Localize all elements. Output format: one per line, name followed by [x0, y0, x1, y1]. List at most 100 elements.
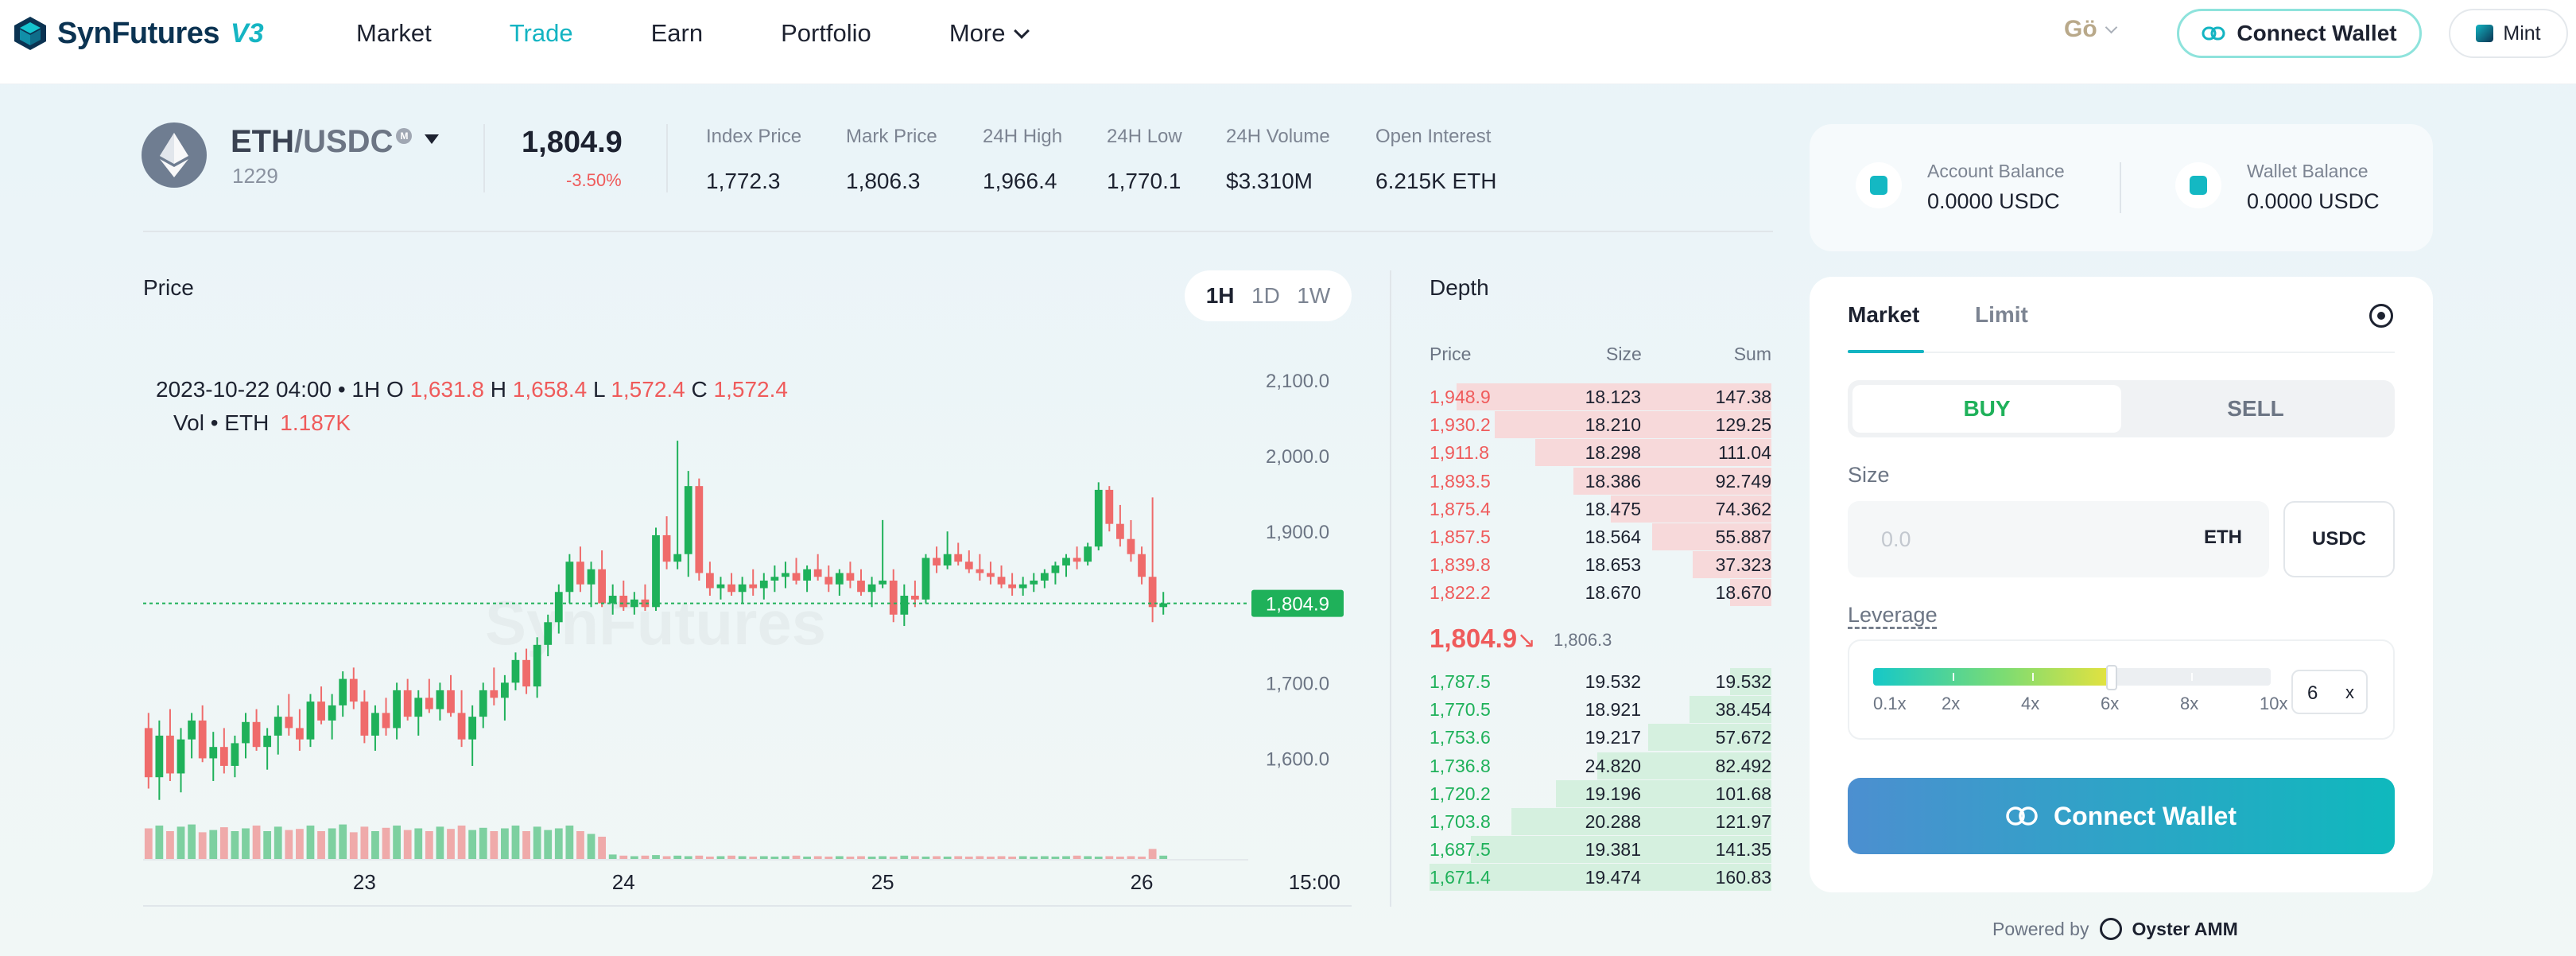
bid-row[interactable]: 1,770.5 18.921 38.454: [1430, 696, 1771, 724]
bid-price: 1,720.2: [1430, 783, 1491, 804]
ask-row[interactable]: 1,857.5 18.564 55.887: [1430, 523, 1771, 550]
volume-bar: [339, 824, 347, 859]
volume-bar: [835, 856, 844, 859]
buy-tab[interactable]: BUY: [1852, 385, 2121, 433]
settings-icon[interactable]: [2369, 304, 2393, 328]
ask-price: 1,857.5: [1430, 527, 1491, 547]
candle-body: [1062, 558, 1070, 565]
sell-tab[interactable]: SELL: [2227, 396, 2284, 421]
candle: [285, 694, 293, 736]
volume-bar: [803, 857, 811, 859]
candle-body: [846, 573, 855, 581]
nav-earn[interactable]: Earn: [650, 19, 704, 47]
nav-market[interactable]: Market: [356, 19, 432, 47]
mint-button[interactable]: Mint: [2449, 9, 2568, 58]
candle: [144, 713, 153, 789]
nav-more[interactable]: More: [949, 19, 1030, 48]
candle-body: [889, 581, 898, 615]
leverage-mark-label[interactable]: 10x: [2260, 694, 2288, 713]
ask-row[interactable]: 1,948.9 18.123 147.38: [1430, 383, 1771, 410]
leverage-mark-label[interactable]: 0.1x: [1873, 694, 1907, 713]
candle: [296, 709, 304, 751]
oyster-icon: [2100, 918, 2123, 940]
ask-row[interactable]: 1,875.4 18.475 74.362: [1430, 495, 1771, 523]
ask-row[interactable]: 1,911.8 18.298 111.04: [1430, 439, 1771, 467]
leverage-input[interactable]: 6 x: [2291, 670, 2368, 714]
timeframe-1d[interactable]: 1D: [1251, 283, 1280, 308]
brand-logo[interactable]: SynFutures V3: [11, 14, 264, 52]
bid-row[interactable]: 1,720.2 19.196 101.68: [1430, 779, 1771, 807]
leverage-mark-label[interactable]: 8x: [2180, 694, 2199, 713]
volume-bar: [867, 857, 876, 859]
nav-connect-wallet-button[interactable]: Connect Wallet: [2177, 9, 2422, 58]
volume-bar: [533, 826, 541, 859]
stat-label: Mark Price: [846, 126, 937, 147]
volume-bar: [1008, 857, 1016, 859]
ask-price: 1,875.4: [1430, 498, 1491, 519]
timeframe-1h[interactable]: 1H: [1205, 283, 1235, 308]
volume-bar: [306, 826, 315, 859]
volume-bar: [219, 827, 228, 859]
bid-row[interactable]: 1,703.8 20.288 121.97: [1430, 808, 1771, 835]
leverage-slider[interactable]: [1873, 668, 2271, 686]
ask-row[interactable]: 1,839.8 18.653 37.323: [1430, 551, 1771, 579]
bid-depth-bar: [1430, 864, 1771, 892]
leverage-mark-label[interactable]: 2x: [1942, 694, 1961, 713]
network-selector[interactable]: Gö: [2064, 16, 2117, 43]
volume-bar: [1084, 856, 1092, 859]
y-tick-label: 1,600.0: [1266, 748, 1329, 770]
candle: [252, 709, 261, 751]
price-chart[interactable]: SynFutures2,100.02,000.01,900.01,800.01,…: [143, 350, 1352, 915]
depth-header-price: Price: [1430, 344, 1472, 364]
leverage-slider-handle[interactable]: [2106, 665, 2117, 690]
candle-body: [803, 569, 811, 581]
candle: [782, 562, 789, 589]
connect-wallet-button[interactable]: Connect Wallet: [1848, 778, 2395, 854]
ask-row[interactable]: 1,822.2 18.670 18.670: [1430, 579, 1771, 607]
nav-trade[interactable]: Trade: [509, 19, 573, 47]
tab-market[interactable]: Market: [1848, 302, 1920, 327]
leverage-label: Leverage: [1848, 603, 1938, 627]
candle-body: [231, 743, 239, 766]
size-label: Size: [1848, 463, 1890, 487]
size-input[interactable]: [1848, 501, 2269, 577]
candle: [770, 565, 779, 593]
bid-price: 1,703.8: [1430, 811, 1491, 832]
timeframe-1w[interactable]: 1W: [1297, 283, 1331, 308]
candle: [857, 569, 865, 597]
nav-portfolio[interactable]: Portfolio: [781, 19, 871, 47]
price-change: -3.50%: [566, 170, 622, 190]
ask-size: 18.210: [1585, 414, 1641, 436]
ask-size: 18.298: [1585, 442, 1641, 464]
bid-row[interactable]: 1,671.4 19.474 160.83: [1430, 864, 1771, 892]
volume-bar: [900, 855, 909, 859]
stat-value: 6.215K ETH: [1375, 169, 1497, 193]
leverage-mark-label[interactable]: 6x: [2101, 694, 2120, 713]
candle-body: [1094, 489, 1103, 547]
candle-body: [339, 678, 347, 705]
ask-row[interactable]: 1,893.5 18.386 92.749: [1430, 467, 1771, 495]
trend-down-icon: ↘: [1517, 628, 1536, 652]
ask-sum: 111.04: [1718, 442, 1771, 464]
candle-body: [403, 690, 412, 717]
usdc-unit-button[interactable]: USDC: [2283, 501, 2395, 577]
ask-row[interactable]: 1,930.2 18.210 129.25: [1430, 411, 1771, 439]
pair-selector[interactable]: ETH/USDC M: [231, 124, 440, 160]
bid-row[interactable]: 1,753.6 19.217 57.672: [1430, 724, 1771, 752]
leverage-mark-label[interactable]: 4x: [2021, 694, 2040, 713]
bid-row[interactable]: 1,787.5 19.532 19.532: [1430, 668, 1771, 695]
stat-value: $3.310M: [1226, 169, 1313, 193]
bid-row[interactable]: 1,687.5 19.381 141.35: [1430, 836, 1771, 864]
candle-body: [306, 701, 315, 740]
tab-limit[interactable]: Limit: [1975, 302, 2028, 327]
legend-open: 1,631.8: [409, 377, 484, 402]
depth-divider: [1390, 270, 1391, 907]
candle: [706, 562, 714, 597]
bid-row[interactable]: 1,736.8 24.820 82.492: [1430, 752, 1771, 779]
candle-body: [954, 554, 963, 562]
divider: [2120, 162, 2121, 213]
volume-bar: [695, 855, 704, 859]
account-balance-label: Account Balance: [1927, 161, 2065, 181]
candle-body: [619, 596, 628, 608]
volume-bar: [641, 855, 650, 859]
